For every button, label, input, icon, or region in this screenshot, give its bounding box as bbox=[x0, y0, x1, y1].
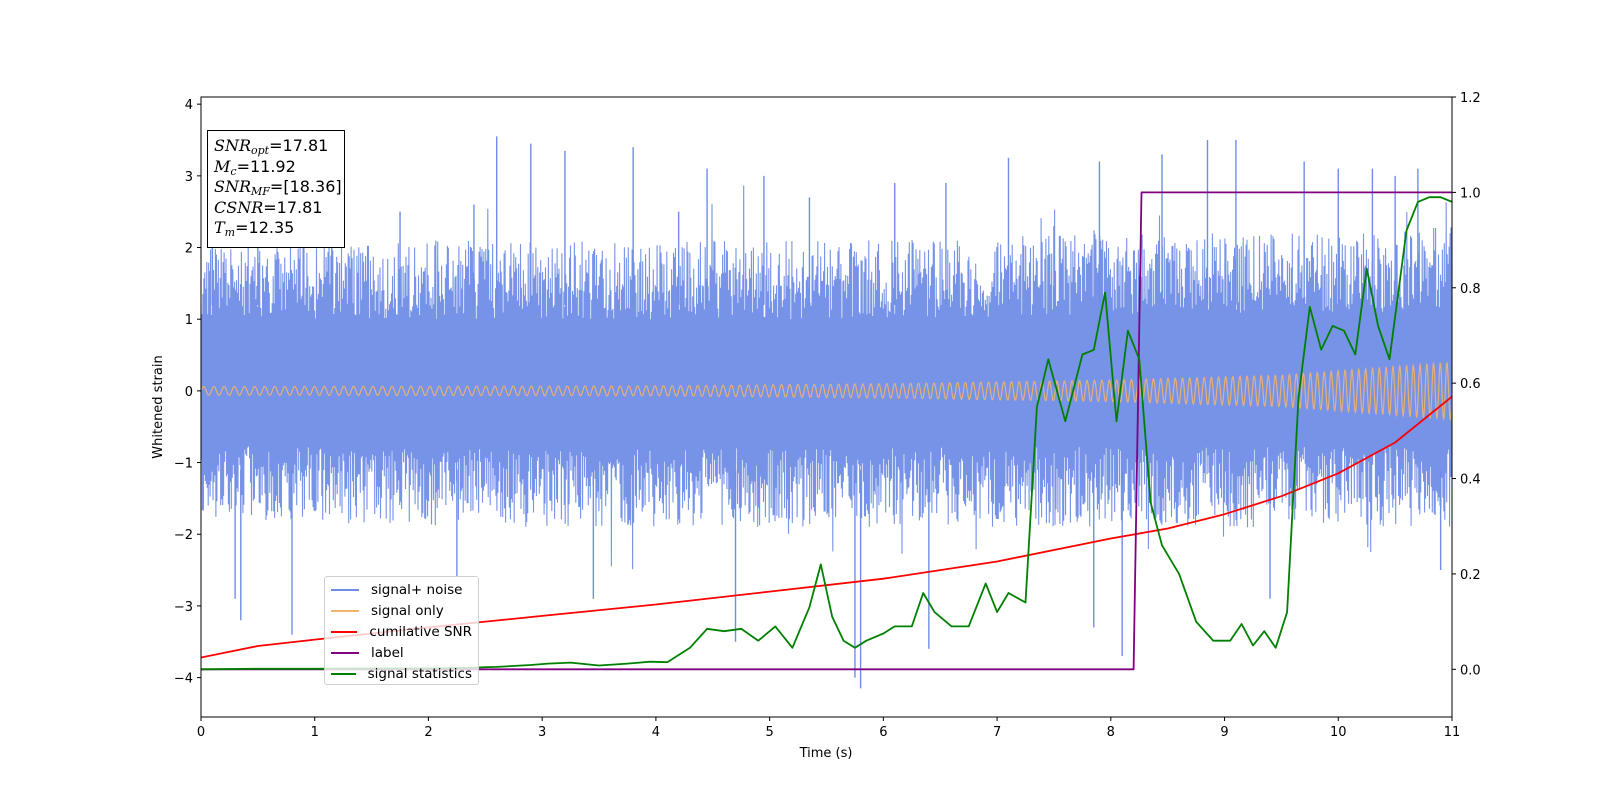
legend-label: signal only bbox=[371, 603, 444, 620]
mc-value: =11.92 bbox=[236, 156, 296, 176]
x-tick-label: 1 bbox=[311, 725, 319, 740]
y-left-tick-label: −1 bbox=[174, 457, 193, 472]
legend-label: signal+ noise bbox=[371, 582, 463, 599]
y-axis-label: Whitened strain bbox=[151, 355, 166, 458]
tm-row: Tm=12.35 bbox=[214, 218, 295, 239]
y-left-tick-label: 2 bbox=[185, 242, 193, 257]
series-signal-only bbox=[201, 361, 1452, 421]
x-tick-label: 8 bbox=[1107, 725, 1115, 740]
y-right-tick-label: 0.2 bbox=[1460, 568, 1481, 583]
legend-swatch bbox=[331, 630, 358, 633]
csnr-value: =17.81 bbox=[263, 197, 323, 217]
x-axis-label: Time (s) bbox=[799, 746, 853, 761]
y-left-tick-label: −2 bbox=[174, 528, 193, 543]
x-tick-label: 4 bbox=[652, 725, 660, 740]
x-tick-label: 11 bbox=[1444, 725, 1461, 740]
legend-label: cumilative SNR bbox=[369, 623, 472, 640]
x-tick-label: 6 bbox=[879, 725, 887, 740]
y-left-tick-label: 3 bbox=[185, 170, 193, 185]
snr-opt-value: =17.81 bbox=[269, 136, 329, 155]
legend-swatch bbox=[331, 672, 356, 675]
y-right-tick-label: 1.0 bbox=[1460, 186, 1481, 201]
plot-frame bbox=[200, 96, 1453, 718]
series-signal-statistics bbox=[201, 196, 1452, 671]
legend-swatch bbox=[331, 589, 359, 592]
y-left-tick-label: −3 bbox=[174, 600, 193, 615]
y-left-tick-label: 1 bbox=[185, 313, 193, 328]
noise-layer bbox=[201, 136, 1452, 689]
mc-row: Mc=11.92 bbox=[214, 156, 296, 178]
legend-item-signal-noise: signal+ noise bbox=[331, 580, 472, 601]
y-right-tick-label: 0.4 bbox=[1460, 473, 1481, 488]
legend-swatch bbox=[331, 610, 359, 613]
x-tick-label: 9 bbox=[1220, 725, 1228, 740]
metrics-box: SNRopt=17.81 Mc=11.92 SNRMF=[18.36] CSNR… bbox=[207, 130, 345, 248]
signal-layer bbox=[201, 361, 1452, 421]
legend-swatch bbox=[331, 651, 359, 654]
snr-opt-row: SNRopt=17.81 bbox=[214, 136, 329, 157]
tm-value: =12.35 bbox=[235, 218, 295, 237]
x-tick-label: 5 bbox=[765, 725, 773, 740]
y-left-tick-label: 0 bbox=[185, 385, 193, 400]
x-tick-label: 3 bbox=[538, 725, 546, 740]
legend-item-cumulative-snr: cumilative SNR bbox=[331, 622, 472, 643]
legend-item-label: label bbox=[331, 642, 472, 663]
series-label bbox=[201, 191, 1452, 671]
series-signal-noise bbox=[201, 185, 1452, 570]
legend-item-signal-statistics: signal statistics bbox=[331, 663, 472, 684]
x-tick-label: 2 bbox=[424, 725, 432, 740]
legend-label: label bbox=[371, 644, 404, 661]
x-tick-label: 10 bbox=[1330, 725, 1347, 740]
y-right-tick-label: 0.8 bbox=[1460, 282, 1481, 297]
y-left-tick-label: −4 bbox=[174, 672, 193, 687]
snr-mf-row: SNRMF=[18.36] bbox=[214, 177, 342, 198]
legend-item-signal-only: signal only bbox=[331, 601, 472, 622]
csnr-row: CSNR=17.81 bbox=[214, 197, 323, 217]
y-right-tick-label: 0.0 bbox=[1460, 663, 1481, 678]
x-tick-label: 7 bbox=[993, 725, 1001, 740]
y-right-tick-label: 1.2 bbox=[1460, 91, 1481, 106]
legend-label: signal statistics bbox=[367, 665, 472, 682]
axes-layer: 0 1 2 3 4 5 6 7 8 9 10 1143210−1−2−3−41.21.00.80.60… bbox=[174, 91, 1481, 740]
x-tick-label: 0 bbox=[197, 725, 205, 740]
legend: signal+ noise signal only cumilative SNR… bbox=[324, 576, 479, 685]
snr-mf-value: =[18.36] bbox=[269, 177, 342, 196]
y-right-tick-label: 0.6 bbox=[1460, 377, 1481, 392]
y-left-tick-label: 4 bbox=[185, 98, 193, 113]
